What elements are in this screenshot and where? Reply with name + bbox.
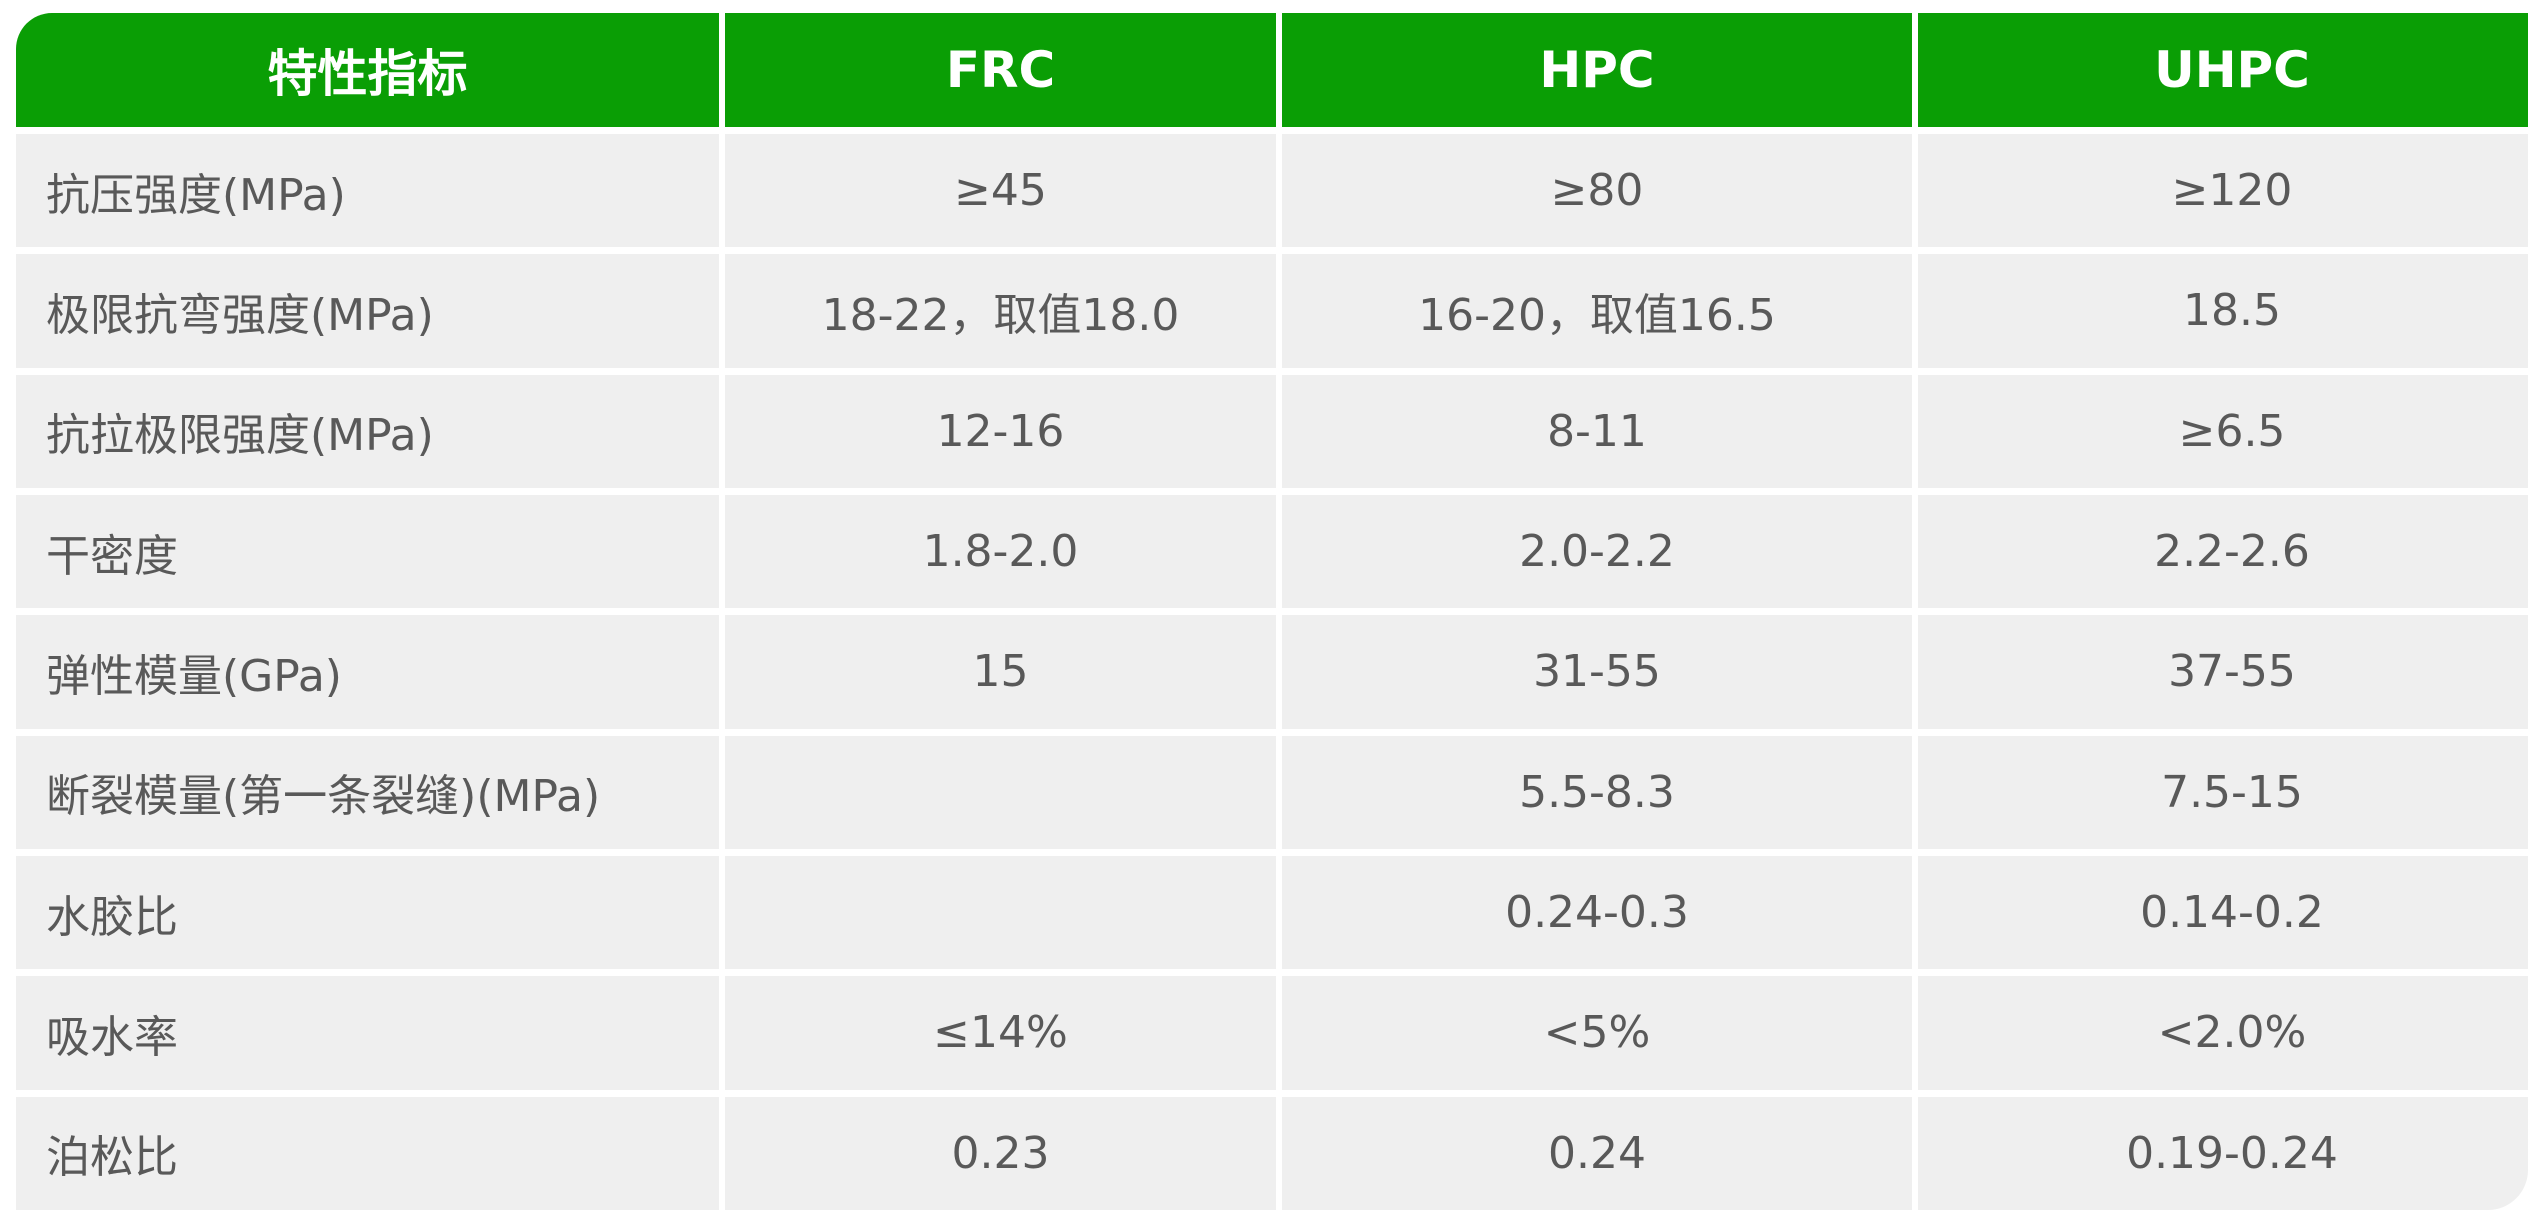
table-cell: ≥120 xyxy=(1918,134,2528,248)
table-cell: 15 xyxy=(725,615,1276,729)
row-label: 弹性模量(GPa) xyxy=(16,615,719,729)
table-cell: ≥6.5 xyxy=(1918,374,2528,488)
row-label: 抗拉极限强度(MPa) xyxy=(16,374,719,488)
row-label: 抗压强度(MPa) xyxy=(16,134,719,248)
table-cell: 0.14-0.2 xyxy=(1918,856,2528,970)
table-cell xyxy=(725,735,1276,849)
column-header: UHPC xyxy=(1918,13,2528,127)
table-cell: 0.24 xyxy=(1282,1096,1912,1210)
row-label: 泊松比 xyxy=(16,1096,719,1210)
table-cell: 2.0-2.2 xyxy=(1282,495,1912,609)
table-cell: 0.24-0.3 xyxy=(1282,856,1912,970)
row-label: 极限抗弯强度(MPa) xyxy=(16,254,719,368)
properties-table: 特性指标 FRC HPC UHPC 抗压强度(MPa) ≥45 ≥80 ≥120 极限抗弯强度(… xyxy=(16,13,2528,1210)
table-cell: <2.0% xyxy=(1918,976,2528,1090)
table-cell: 1.8-2.0 xyxy=(725,495,1276,609)
table-cell: ≥80 xyxy=(1282,134,1912,248)
table-cell: 16-20，取值16.5 xyxy=(1282,254,1912,368)
table-cell: ≤14% xyxy=(725,976,1276,1090)
column-header: FRC xyxy=(725,13,1276,127)
table-cell: 31-55 xyxy=(1282,615,1912,729)
row-label: 干密度 xyxy=(16,495,719,609)
table-cell: 0.19-0.24 xyxy=(1918,1096,2528,1210)
table-cell: 18.5 xyxy=(1918,254,2528,368)
table-cell xyxy=(725,856,1276,970)
table-cell: 12-16 xyxy=(725,374,1276,488)
column-header: HPC xyxy=(1282,13,1912,127)
table-cell: 7.5-15 xyxy=(1918,735,2528,849)
table-cell: 8-11 xyxy=(1282,374,1912,488)
column-header: 特性指标 xyxy=(16,13,719,127)
table-cell: 37-55 xyxy=(1918,615,2528,729)
table-cell: 2.2-2.6 xyxy=(1918,495,2528,609)
table-cell: 18-22，取值18.0 xyxy=(725,254,1276,368)
row-label: 断裂模量(第一条裂缝)(MPa) xyxy=(16,735,719,849)
table-cell: 5.5-8.3 xyxy=(1282,735,1912,849)
row-label: 吸水率 xyxy=(16,976,719,1090)
table-cell: <5% xyxy=(1282,976,1912,1090)
table-cell: ≥45 xyxy=(725,134,1276,248)
row-label: 水胶比 xyxy=(16,856,719,970)
table-cell: 0.23 xyxy=(725,1096,1276,1210)
